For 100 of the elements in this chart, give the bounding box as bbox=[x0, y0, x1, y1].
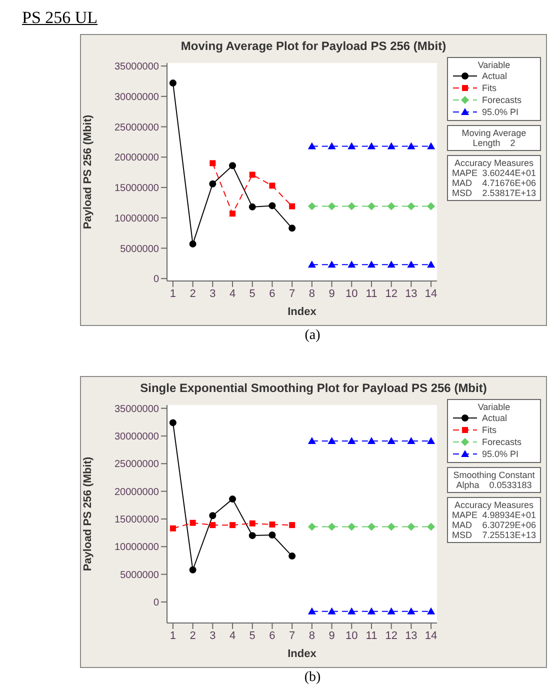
x-tick-label: 5 bbox=[249, 630, 256, 642]
point bbox=[249, 172, 256, 178]
point bbox=[229, 496, 236, 503]
point bbox=[367, 142, 376, 150]
x-tick-label: 8 bbox=[308, 288, 315, 300]
point bbox=[248, 203, 256, 210]
x-tick-label: 4 bbox=[229, 630, 236, 642]
y-tick-label: 5000000 bbox=[120, 570, 160, 581]
y-tick-label: 15000000 bbox=[114, 514, 160, 526]
point bbox=[210, 522, 216, 528]
point bbox=[387, 607, 396, 614]
y-tick-label: 15000000 bbox=[114, 183, 160, 194]
text: MAD 6.30729E+06 bbox=[452, 520, 536, 530]
point bbox=[387, 202, 396, 210]
x-tick-label: 7 bbox=[289, 288, 296, 300]
point bbox=[169, 419, 176, 426]
point bbox=[348, 202, 356, 210]
x-tick-label: 1 bbox=[170, 630, 176, 642]
x-tick-label: 12 bbox=[385, 630, 398, 642]
text: Length 2 bbox=[472, 138, 516, 148]
y-tick-label: 25000000 bbox=[114, 459, 160, 470]
point bbox=[348, 436, 356, 444]
text: PS 256 UL bbox=[22, 8, 98, 28]
x-tick-label: 5 bbox=[249, 288, 256, 300]
point bbox=[308, 260, 316, 268]
point bbox=[407, 607, 416, 614]
legend-label: 95.0% PI bbox=[482, 449, 519, 459]
point bbox=[407, 522, 416, 531]
y-tick-label: 5000000 bbox=[120, 244, 160, 255]
text: Accuracy Measures bbox=[453, 500, 535, 510]
point bbox=[328, 260, 336, 268]
y-tick-label: 25000000 bbox=[114, 122, 160, 134]
x-axis-title: Index bbox=[288, 648, 318, 660]
point bbox=[288, 552, 296, 560]
y-axis-title: Payload PS 256 (Mbit) bbox=[82, 114, 94, 230]
point bbox=[209, 180, 216, 188]
legend-label: Actual bbox=[482, 413, 508, 423]
point bbox=[367, 202, 376, 210]
point bbox=[308, 436, 316, 444]
legend-title: Variable bbox=[476, 60, 512, 70]
text: Moving Average bbox=[460, 128, 528, 138]
point bbox=[427, 607, 436, 614]
legend-label: Fits bbox=[482, 425, 496, 435]
y-tick-label: 20000000 bbox=[114, 486, 160, 498]
text: Accuracy Measures bbox=[453, 158, 535, 168]
point bbox=[387, 436, 396, 444]
point bbox=[407, 260, 416, 268]
point bbox=[308, 142, 316, 150]
point bbox=[367, 260, 376, 268]
point bbox=[387, 260, 396, 268]
point bbox=[427, 522, 436, 531]
legend-label: Fits bbox=[482, 83, 496, 93]
x-tick-label: 6 bbox=[269, 630, 276, 642]
text: MAPE 3.60244E+01 bbox=[452, 168, 536, 178]
point bbox=[229, 162, 236, 170]
point bbox=[328, 436, 336, 444]
point bbox=[328, 522, 336, 531]
point bbox=[427, 260, 436, 268]
legend-label: Actual bbox=[482, 71, 508, 81]
y-tick-label: 10000000 bbox=[114, 542, 160, 554]
x-tick-label: 14 bbox=[424, 630, 438, 642]
point bbox=[249, 520, 256, 526]
y-tick-label: 20000000 bbox=[114, 152, 160, 164]
x-tick-label: 1 bbox=[170, 288, 176, 300]
x-tick-label: 10 bbox=[346, 288, 358, 300]
x-tick-label: 2 bbox=[190, 288, 196, 300]
point bbox=[367, 607, 376, 614]
chart-title: Moving Average Plot for Payload PS 256 (Mbit) bbox=[180, 39, 448, 53]
point bbox=[348, 522, 356, 531]
x-tick-label: 9 bbox=[328, 288, 335, 300]
y-axis-title: Payload PS 256 (Mbit) bbox=[82, 456, 94, 572]
point bbox=[367, 436, 376, 444]
point bbox=[387, 522, 396, 531]
point bbox=[210, 160, 216, 166]
point bbox=[308, 202, 316, 210]
point bbox=[348, 607, 356, 614]
point bbox=[367, 522, 376, 531]
x-tick-label: 3 bbox=[210, 630, 216, 642]
point bbox=[288, 224, 296, 232]
point bbox=[189, 566, 196, 574]
point bbox=[328, 202, 336, 210]
x-tick-label: 12 bbox=[385, 288, 398, 300]
point bbox=[308, 607, 316, 614]
text: MSD 7.25513E+13 bbox=[452, 530, 536, 540]
text: MSD 2.53817E+13 bbox=[452, 188, 536, 198]
x-tick-label: 8 bbox=[308, 630, 315, 642]
legend-title: Variable bbox=[476, 402, 512, 412]
x-tick-label: 9 bbox=[328, 630, 335, 642]
point bbox=[169, 80, 176, 87]
legend-label: Forecasts bbox=[482, 437, 522, 447]
x-tick-label: 4 bbox=[229, 288, 236, 300]
y-tick-label: 35000000 bbox=[114, 404, 160, 415]
text: (a) bbox=[304, 328, 322, 344]
point bbox=[230, 210, 236, 217]
text: MAD 4.71676E+06 bbox=[452, 178, 536, 188]
point bbox=[407, 436, 416, 444]
text: (b) bbox=[303, 670, 322, 686]
chart-title: Single Exponential Smoothing Plot for Payload PS 256 (Mbit) bbox=[139, 381, 488, 395]
point bbox=[348, 260, 356, 268]
x-axis-title: Index bbox=[288, 306, 318, 318]
